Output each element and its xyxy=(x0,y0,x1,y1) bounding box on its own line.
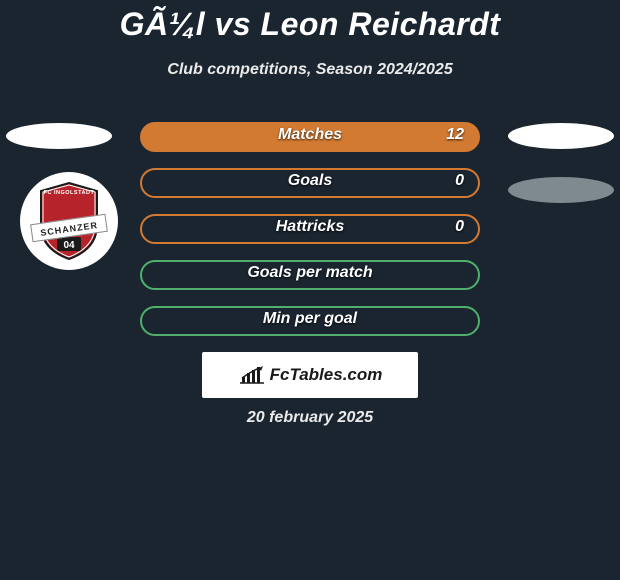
stat-bars: Matches 12 Goals 0 Hattricks 0 Goals per match… xyxy=(140,122,480,352)
player-right-placeholder-2 xyxy=(508,177,614,203)
stat-bar: Goals 0 xyxy=(140,168,480,198)
stat-bar-value: 0 xyxy=(455,172,464,190)
stat-bar-label: Goals xyxy=(288,172,332,190)
stat-bar-label: Goals per match xyxy=(247,264,372,282)
svg-text:04: 04 xyxy=(63,240,75,251)
date-line: 20 february 2025 xyxy=(0,409,620,427)
stat-bar-label: Min per goal xyxy=(263,310,357,328)
brand-text: FcTables.com xyxy=(270,365,383,385)
stat-bar-label: Hattricks xyxy=(276,218,344,236)
stat-bar: Matches 12 xyxy=(140,122,480,152)
stat-bar: Min per goal xyxy=(140,306,480,336)
stat-bar: Hattricks 0 xyxy=(140,214,480,244)
stat-bar-label: Matches xyxy=(278,126,342,144)
brand-box: FcTables.com xyxy=(202,352,418,398)
page-title: GÃ¼l vs Leon Reichardt xyxy=(0,6,620,43)
bar-chart-icon xyxy=(238,365,266,385)
stat-bar-value: 12 xyxy=(446,126,464,144)
club-badge: 04 FC INGOLSTADT SCHANZER xyxy=(20,172,118,270)
badge-top-text: FC INGOLSTADT xyxy=(35,190,103,196)
stat-bar-value: 0 xyxy=(455,218,464,236)
player-right-placeholder-1 xyxy=(508,123,614,149)
stat-bar: Goals per match xyxy=(140,260,480,290)
player-left-placeholder xyxy=(6,123,112,149)
page-subtitle: Club competitions, Season 2024/2025 xyxy=(0,61,620,79)
